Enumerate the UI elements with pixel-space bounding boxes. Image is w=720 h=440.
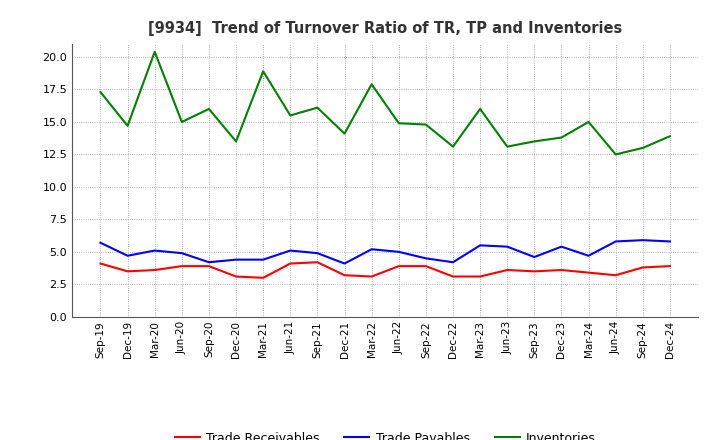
Inventories: [476, 106, 485, 112]
Inventories: [204, 106, 213, 112]
Trade Receivables: [341, 273, 349, 278]
Trade Payables: [639, 238, 647, 243]
Inventories: [665, 134, 674, 139]
Inventories: [503, 144, 511, 149]
Trade Receivables: [503, 268, 511, 273]
Trade Payables: [204, 260, 213, 265]
Trade Payables: [178, 250, 186, 256]
Inventories: [557, 135, 566, 140]
Title: [9934]  Trend of Turnover Ratio of TR, TP and Inventories: [9934] Trend of Turnover Ratio of TR, TP…: [148, 21, 622, 36]
Inventories: [530, 139, 539, 144]
Trade Receivables: [313, 260, 322, 265]
Inventories: [449, 144, 457, 149]
Trade Receivables: [611, 273, 620, 278]
Trade Payables: [367, 246, 376, 252]
Inventories: [341, 131, 349, 136]
Inventories: [611, 152, 620, 157]
Trade Payables: [286, 248, 294, 253]
Trade Payables: [232, 257, 240, 262]
Trade Receivables: [150, 268, 159, 273]
Trade Payables: [476, 243, 485, 248]
Inventories: [150, 49, 159, 55]
Inventories: [313, 105, 322, 110]
Trade Receivables: [259, 275, 268, 280]
Trade Payables: [313, 250, 322, 256]
Legend: Trade Receivables, Trade Payables, Inventories: Trade Receivables, Trade Payables, Inven…: [170, 427, 600, 440]
Trade Receivables: [286, 261, 294, 266]
Trade Payables: [395, 249, 403, 254]
Inventories: [96, 89, 105, 95]
Trade Payables: [421, 256, 430, 261]
Inventories: [395, 121, 403, 126]
Line: Trade Receivables: Trade Receivables: [101, 262, 670, 278]
Inventories: [178, 119, 186, 125]
Inventories: [232, 139, 240, 144]
Inventories: [259, 69, 268, 74]
Trade Receivables: [421, 264, 430, 269]
Trade Receivables: [96, 261, 105, 266]
Trade Receivables: [123, 269, 132, 274]
Trade Payables: [123, 253, 132, 258]
Trade Payables: [503, 244, 511, 249]
Line: Inventories: Inventories: [101, 52, 670, 154]
Trade Receivables: [232, 274, 240, 279]
Trade Receivables: [557, 268, 566, 273]
Trade Receivables: [204, 264, 213, 269]
Inventories: [421, 122, 430, 127]
Trade Payables: [557, 244, 566, 249]
Trade Receivables: [395, 264, 403, 269]
Trade Payables: [341, 261, 349, 266]
Trade Payables: [259, 257, 268, 262]
Trade Receivables: [449, 274, 457, 279]
Inventories: [367, 82, 376, 87]
Inventories: [639, 145, 647, 150]
Inventories: [584, 119, 593, 125]
Trade Payables: [150, 248, 159, 253]
Trade Payables: [449, 260, 457, 265]
Trade Payables: [665, 239, 674, 244]
Trade Receivables: [665, 264, 674, 269]
Trade Receivables: [476, 274, 485, 279]
Trade Payables: [584, 253, 593, 258]
Inventories: [123, 123, 132, 128]
Trade Receivables: [367, 274, 376, 279]
Trade Receivables: [530, 269, 539, 274]
Inventories: [286, 113, 294, 118]
Trade Payables: [611, 239, 620, 244]
Line: Trade Payables: Trade Payables: [101, 240, 670, 264]
Trade Receivables: [584, 270, 593, 275]
Trade Payables: [96, 240, 105, 246]
Trade Receivables: [178, 264, 186, 269]
Trade Payables: [530, 254, 539, 260]
Trade Receivables: [639, 265, 647, 270]
